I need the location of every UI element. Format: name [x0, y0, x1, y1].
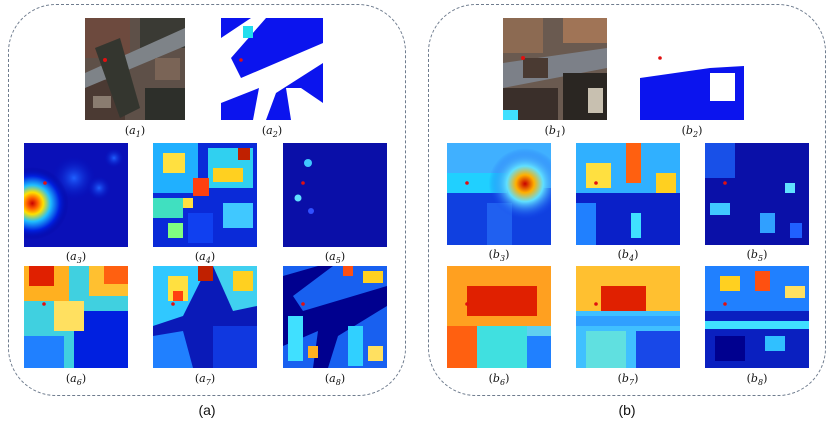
aerial-image-b1 [503, 18, 607, 120]
heatmap-a5 [283, 143, 387, 247]
panel-a-border [8, 4, 406, 396]
caption-a6: (a6) [65, 372, 87, 388]
heatmap-b3 [447, 143, 551, 245]
caption-b6: (b6) [488, 372, 510, 388]
caption-b7: (b7) [617, 372, 639, 388]
caption-b4: (b4) [617, 248, 639, 264]
caption-b1: (b1) [544, 124, 566, 140]
caption-a1: (a1) [124, 124, 146, 140]
heatmap-b6 [447, 266, 551, 368]
heatmap-a6 [24, 266, 128, 368]
caption-a5: (a5) [324, 250, 346, 266]
caption-b8: (b8) [746, 372, 768, 388]
heatmap-b5 [705, 143, 809, 245]
heatmap-a3 [24, 143, 128, 247]
segmentation-map-b2 [640, 18, 744, 120]
caption-b5: (b5) [746, 248, 768, 264]
caption-b3: (b3) [488, 248, 510, 264]
caption-a7: (a7) [194, 372, 216, 388]
heatmap-b7 [576, 266, 680, 368]
panel-b-border [428, 4, 826, 396]
figure-label-b: (b) [618, 402, 636, 418]
caption-b2: (b2) [681, 124, 703, 140]
caption-a2: (a2) [261, 124, 283, 140]
heatmap-a8 [283, 266, 387, 368]
caption-a3: (a3) [65, 250, 87, 266]
query-point-marker [103, 58, 107, 62]
segmentation-map-a2 [221, 18, 323, 120]
heatmap-a4 [153, 143, 257, 247]
heatmap-b4 [576, 143, 680, 245]
caption-a8: (a8) [324, 372, 346, 388]
caption-a4: (a4) [194, 250, 216, 266]
heatmap-a7 [153, 266, 257, 368]
figure-label-a: (a) [198, 402, 216, 418]
heatmap-b8 [705, 266, 809, 368]
aerial-image-a1 [85, 18, 185, 120]
